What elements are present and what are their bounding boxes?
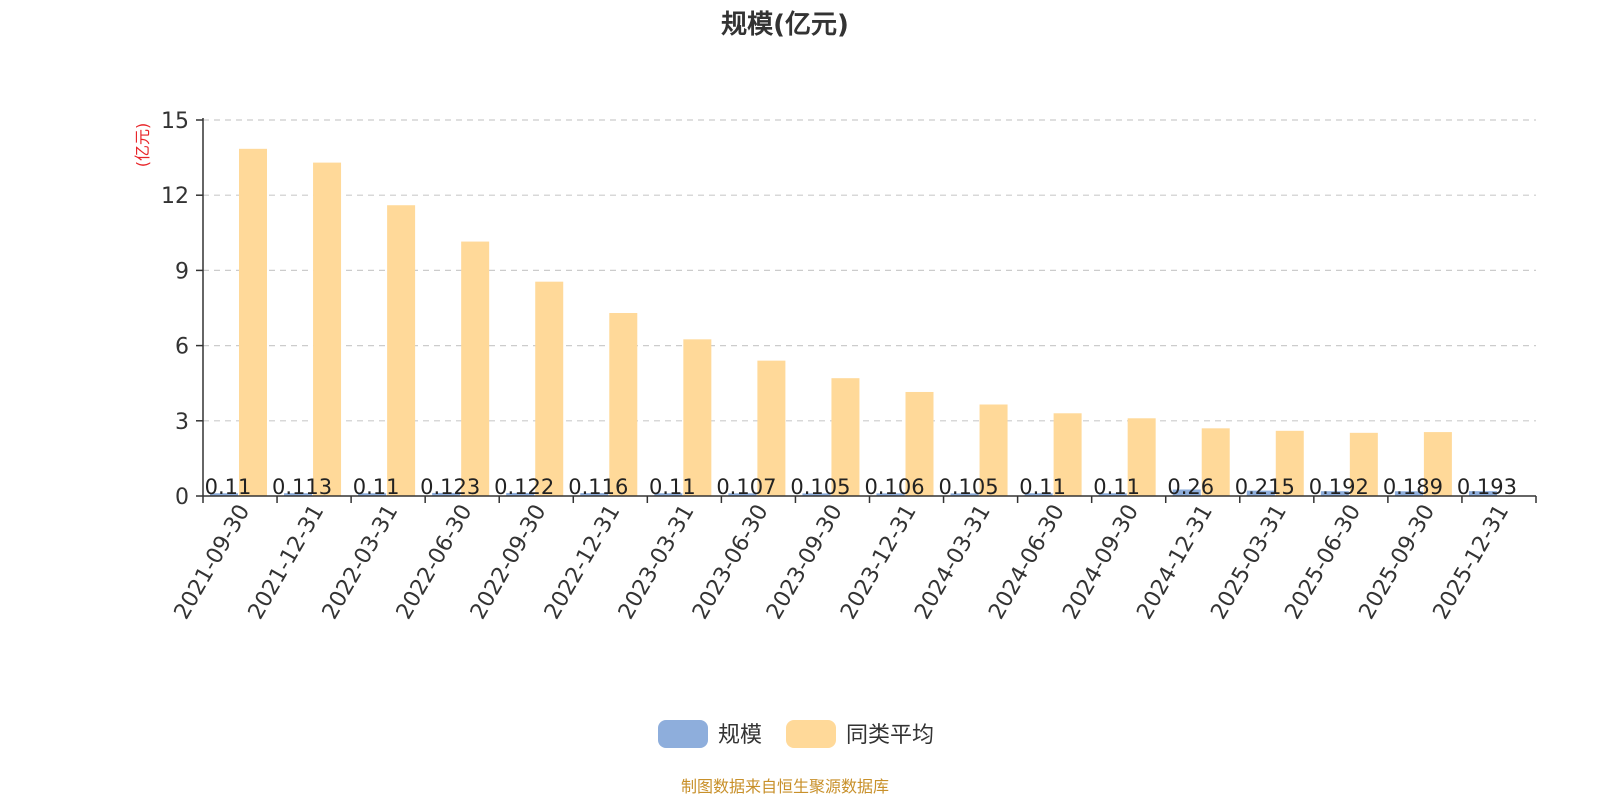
bar-series-2 [1201, 428, 1230, 496]
x-tick-label: 2025-06-30 [1280, 501, 1366, 624]
x-tick-label: 2022-12-31 [540, 501, 626, 624]
data-label: 0.26 [1167, 475, 1214, 499]
data-label: 0.105 [938, 475, 998, 499]
bar-series-1 [506, 492, 535, 496]
x-tick-label: 2022-03-31 [318, 501, 404, 624]
bar-series-1 [284, 493, 313, 496]
data-label: 0.189 [1383, 475, 1443, 499]
bar-series-1 [1468, 491, 1497, 496]
legend-label: 规模 [718, 723, 762, 748]
data-label: 0.106 [864, 475, 924, 499]
bar-series-2 [683, 339, 712, 496]
bar-series-2 [313, 162, 342, 496]
bar-series-1 [358, 493, 387, 496]
bar-series-1 [210, 493, 238, 496]
bar-series-2 [1127, 418, 1156, 496]
bar-series-1 [728, 493, 757, 496]
data-label: 0.123 [420, 475, 480, 499]
x-tick-label: 2024-12-31 [1132, 501, 1218, 624]
chart-title: 规模(亿元) [721, 10, 849, 40]
y-tick-label: 12 [161, 184, 189, 209]
bar-series-2 [1275, 430, 1304, 496]
data-label: 0.215 [1235, 475, 1295, 499]
data-label: 0.192 [1309, 475, 1369, 499]
bar-series-2 [609, 313, 638, 496]
bar-series-2 [1423, 432, 1452, 496]
data-label: 0.193 [1457, 475, 1517, 499]
source-note: 制图数据来自恒生聚源数据库 [681, 777, 889, 796]
y-tick-label: 3 [175, 410, 189, 435]
legend-swatch [786, 720, 836, 748]
y-tick-label: 6 [175, 335, 189, 360]
bar-series-1 [1024, 493, 1053, 496]
legend-label: 同类平均 [846, 723, 934, 748]
x-tick-label: 2024-06-30 [984, 501, 1070, 624]
bar-series-2 [1053, 413, 1082, 496]
legend-swatch [658, 720, 708, 748]
bar-series-2 [757, 360, 786, 496]
x-tick-label: 2024-09-30 [1058, 501, 1144, 624]
bar-series-2 [461, 241, 490, 496]
x-tick-label: 2023-06-30 [688, 501, 774, 624]
y-axis-unit-label: (亿元) [133, 123, 152, 168]
bar-series-2 [535, 281, 564, 496]
grid-lines [203, 119, 1536, 422]
x-tick-label: 2023-09-30 [762, 501, 848, 624]
bar-series-1 [876, 493, 905, 496]
bar-series-1 [1172, 489, 1201, 496]
bar-series-1 [802, 493, 831, 496]
bar-series-1 [654, 493, 683, 496]
x-tick-label: 2022-09-30 [466, 501, 552, 624]
bar-series-2 [979, 404, 1008, 496]
x-tick-label: 2025-03-31 [1206, 501, 1292, 624]
x-tick-label: 2021-09-30 [170, 501, 256, 624]
y-tick-label: 0 [175, 485, 189, 510]
x-tick-label: 2024-03-31 [910, 500, 996, 623]
bars-group [210, 148, 1497, 496]
bar-series-2 [239, 148, 267, 496]
x-tick-label: 2023-03-31 [614, 501, 700, 624]
x-tick-label: 2023-12-31 [836, 501, 922, 624]
axes: 036912152021-09-302021-12-312022-03-3120… [161, 109, 1537, 624]
bar-series-1 [1394, 491, 1423, 496]
x-tick-label: 2025-09-30 [1355, 501, 1441, 624]
y-tick-label: 9 [175, 259, 189, 284]
bar-series-1 [432, 492, 461, 496]
data-label: 0.122 [494, 475, 554, 499]
data-label: 0.107 [716, 475, 776, 499]
bar-series-1 [1320, 491, 1349, 496]
data-label: 0.113 [272, 475, 332, 499]
bar-series-2 [831, 378, 860, 496]
legend[interactable]: 规模 同类平均 [658, 720, 934, 748]
data-label: 0.116 [568, 475, 628, 499]
data-label: 0.11 [1093, 475, 1140, 499]
data-label: 0.11 [1019, 475, 1066, 499]
bar-series-1 [580, 493, 609, 496]
data-labels: 0.11 0.113 0.11 0.123 0.122 0.116 0.11 0.107 0.1… [205, 475, 1517, 499]
data-label: 0.11 [649, 475, 696, 499]
data-label: 0.11 [353, 475, 400, 499]
data-label: 0.11 [205, 475, 252, 499]
x-tick-label: 2022-06-30 [392, 501, 478, 624]
bar-series-1 [950, 493, 979, 496]
bar-series-2 [387, 205, 416, 496]
bar-series-2 [905, 391, 934, 496]
x-tick-label: 2021-12-31 [244, 501, 330, 624]
y-tick-label: 15 [161, 109, 189, 134]
bar-series-1 [1098, 493, 1127, 496]
bar-series-1 [1246, 490, 1275, 496]
data-label: 0.105 [790, 475, 850, 499]
x-tick-label: 2025-12-31 [1429, 501, 1515, 624]
bar-series-2 [1349, 432, 1378, 496]
